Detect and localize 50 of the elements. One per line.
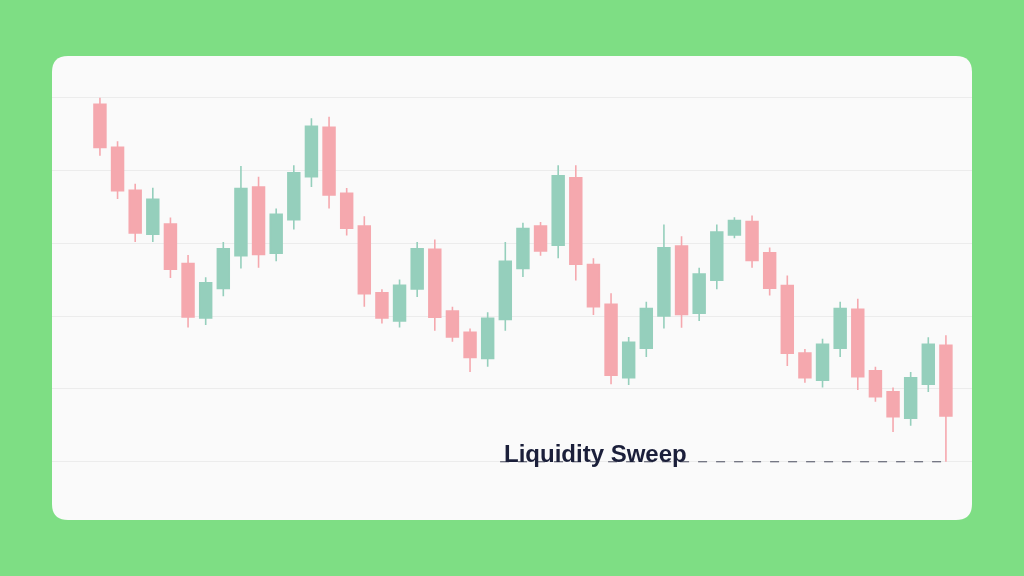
candlestick xyxy=(551,164,565,260)
candlestick xyxy=(674,235,689,329)
candlestick xyxy=(621,336,636,386)
candlestick xyxy=(851,297,865,391)
candlestick xyxy=(710,223,724,291)
candlestick xyxy=(410,241,424,298)
candlestick xyxy=(357,215,372,308)
ref-line-label: Liquidity Sweep xyxy=(504,440,687,467)
candlestick xyxy=(480,311,495,368)
candlestick xyxy=(269,207,283,263)
candlestick xyxy=(322,115,336,210)
candlestick xyxy=(287,164,301,231)
candlestick xyxy=(392,278,407,329)
candlestick xyxy=(886,386,900,433)
candlestick xyxy=(181,254,195,329)
candlestick xyxy=(516,221,530,278)
candlestick xyxy=(639,300,654,358)
candlestick xyxy=(692,267,706,322)
candlestick xyxy=(868,365,883,403)
candlestick xyxy=(498,241,513,332)
candlestick xyxy=(93,97,107,157)
candlestick xyxy=(903,371,918,427)
candlestick xyxy=(339,187,354,237)
candlestick xyxy=(939,334,953,463)
candlestick xyxy=(146,186,160,243)
candlestick xyxy=(163,216,178,279)
candlestick xyxy=(762,246,777,297)
candlestick xyxy=(604,292,618,386)
candlestick xyxy=(128,182,142,243)
candlestick xyxy=(727,216,742,240)
candlestick xyxy=(921,336,936,393)
candlestick xyxy=(216,241,231,297)
candlestick xyxy=(569,164,583,282)
candlestick xyxy=(463,327,477,373)
candlestick xyxy=(304,117,319,188)
candlestick xyxy=(745,214,759,269)
candlestick xyxy=(833,300,847,358)
candlestick xyxy=(780,274,795,367)
candlestick xyxy=(815,337,830,389)
candlestick xyxy=(533,221,548,257)
candlestick xyxy=(586,257,601,316)
candlestick xyxy=(110,140,125,200)
candlestick xyxy=(428,238,442,332)
candlestick xyxy=(445,305,460,343)
candlestick xyxy=(798,348,812,384)
candlestick xyxy=(234,165,248,270)
candlestick xyxy=(251,176,266,269)
candlestick xyxy=(657,223,671,330)
candlestick xyxy=(375,288,389,325)
candlestick xyxy=(198,276,213,326)
